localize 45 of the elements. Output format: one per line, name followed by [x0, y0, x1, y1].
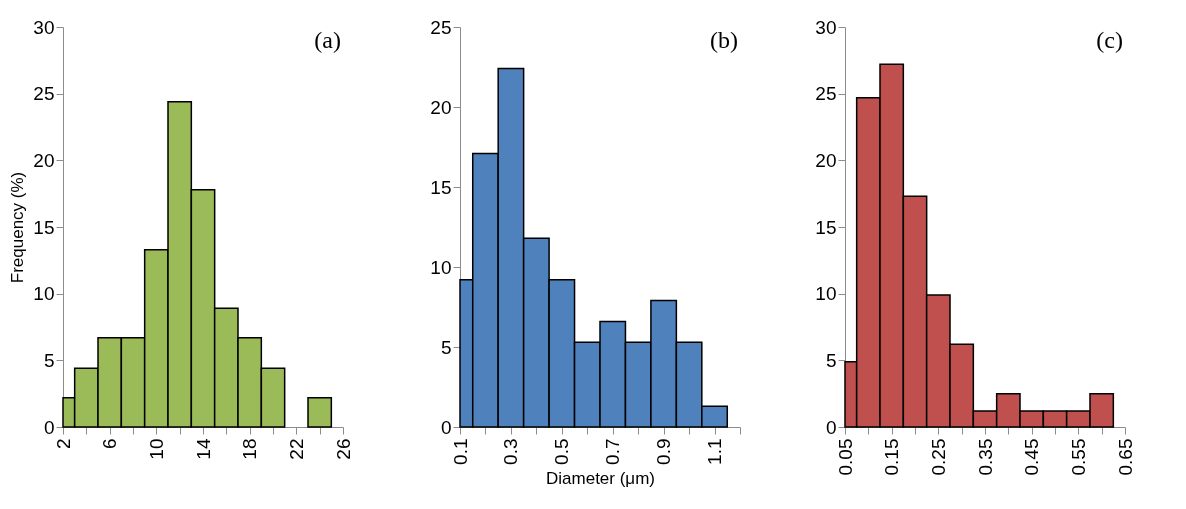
y-tick-label: 10: [430, 256, 452, 278]
x-tick-label: 18: [239, 438, 261, 460]
x-tick-label: 0.1: [449, 438, 471, 465]
x-tick-label: 0.15: [881, 438, 903, 476]
x-tick-label: 0.35: [974, 438, 996, 476]
x-tick-label: 22: [285, 438, 307, 460]
y-tick-label: 5: [43, 349, 55, 371]
y-tick-label: 0: [825, 416, 837, 438]
x-tick-label: 10: [145, 438, 167, 460]
x-tick-label: 1.1: [704, 438, 726, 465]
x-axis-title: Diameter (μm): [546, 468, 655, 488]
y-tick-label: 5: [440, 336, 452, 358]
y-tick-label: 10: [815, 283, 837, 305]
x-tick-label: 26: [332, 438, 354, 460]
x-tick-label: 0.9: [653, 438, 675, 465]
y-tick-label: 5: [825, 349, 837, 371]
y-tick-label: 30: [33, 16, 55, 38]
y-tick-label: 0: [43, 416, 55, 438]
x-tick-label: 0.25: [927, 438, 949, 476]
y-tick-label: 25: [430, 16, 452, 38]
y-axis-title: Frequency (%): [8, 171, 28, 284]
x-tick-label: 14: [192, 438, 214, 460]
y-tick-label: 15: [33, 216, 55, 238]
annotation: (c): [1096, 27, 1123, 53]
y-tick-label: 15: [430, 176, 452, 198]
x-tick-label: 0.7: [602, 438, 624, 465]
y-tick-label: 20: [430, 96, 452, 118]
x-tick-label: 0.5: [551, 438, 573, 465]
x-tick-label: 6: [99, 438, 121, 450]
y-tick-label: 20: [33, 149, 55, 171]
y-tick-label: 20: [815, 149, 837, 171]
x-tick-label: 2: [52, 438, 74, 450]
x-tick-label: 0.05: [834, 438, 856, 476]
y-tick-label: 25: [33, 83, 55, 105]
y-tick-label: 0: [440, 416, 452, 438]
y-tick-label: 10: [33, 283, 55, 305]
x-tick-label: 0.65: [1114, 438, 1136, 476]
annotation: (a): [314, 27, 341, 53]
y-tick-label: 30: [815, 16, 837, 38]
x-tick-label: 0.55: [1067, 438, 1089, 476]
y-tick-label: 25: [815, 83, 837, 105]
y-tick-label: 15: [815, 216, 837, 238]
x-tick-label: 0.45: [1021, 438, 1043, 476]
annotation: (b): [710, 27, 738, 53]
x-tick-label: 0.3: [500, 438, 522, 465]
